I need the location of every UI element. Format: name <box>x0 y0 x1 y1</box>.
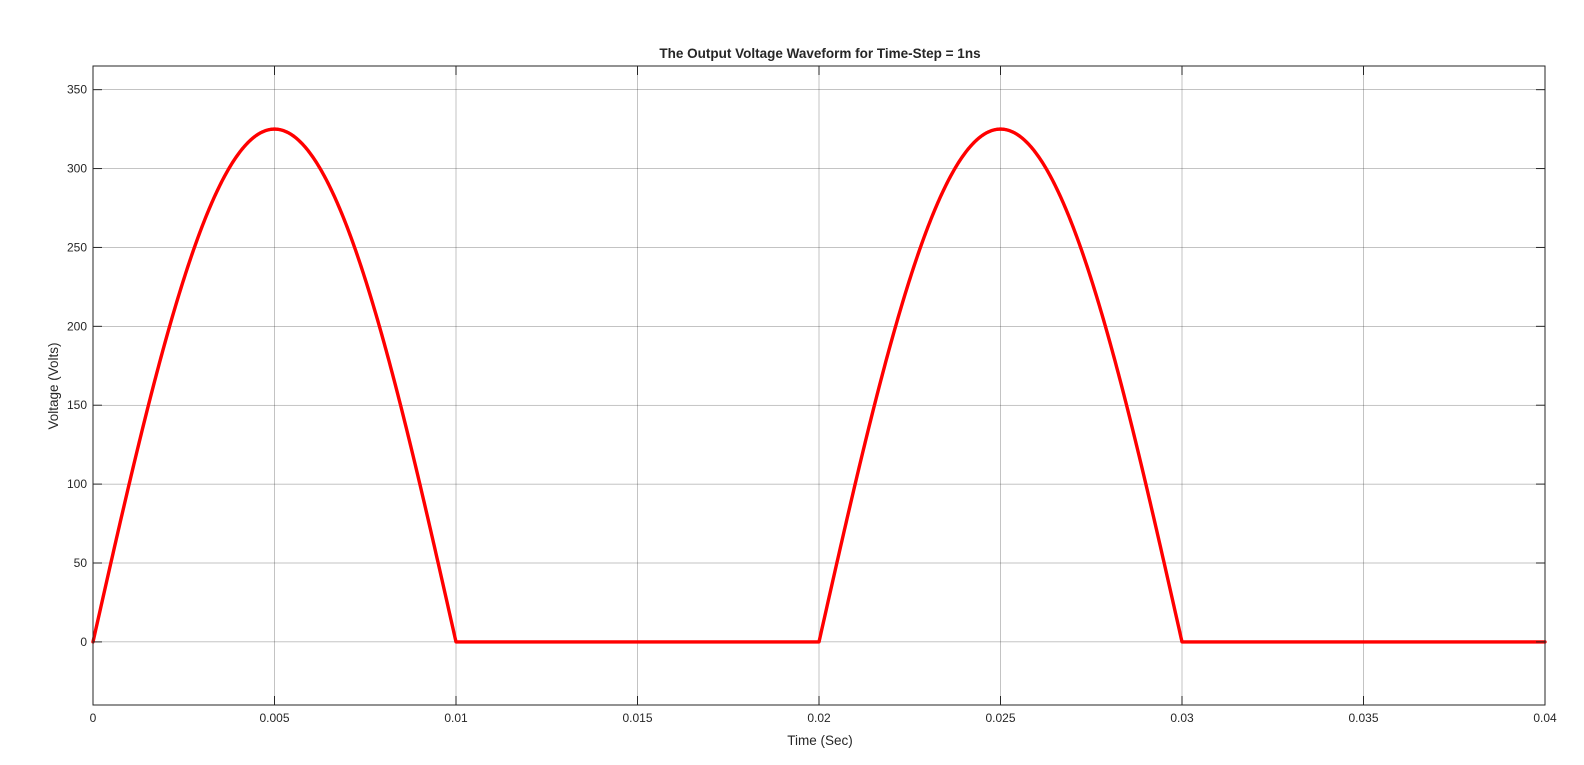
series-layer <box>91 127 1547 644</box>
x-tick-label: 0.04 <box>1533 711 1557 725</box>
y-tick-label: 250 <box>67 240 87 254</box>
y-tick-label: 100 <box>67 477 87 491</box>
y-tick-label: 300 <box>67 162 87 176</box>
y-tick-label: 0 <box>80 635 87 649</box>
ticks: 0 0.005 0.01 0.015 0.02 0.025 0.03 0.035 0.04 0 50… <box>67 66 1557 725</box>
voltage-series-line <box>91 127 1547 644</box>
y-tick-label: 200 <box>67 319 87 333</box>
x-tick-label: 0.015 <box>622 711 652 725</box>
x-tick-label: 0.025 <box>985 711 1015 725</box>
x-tick-label: 0.035 <box>1348 711 1378 725</box>
x-tick-label: 0.03 <box>1170 711 1194 725</box>
x-tick-label: 0.02 <box>807 711 831 725</box>
x-axis-label: Time (Sec) <box>787 733 853 748</box>
y-tick-label: 50 <box>74 556 88 570</box>
y-tick-label: 350 <box>67 83 87 97</box>
x-tick-label: 0.01 <box>444 711 468 725</box>
y-axis-label: Voltage (Volts) <box>46 342 61 429</box>
x-tick-label: 0 <box>90 711 97 725</box>
x-tick-label: 0.005 <box>259 711 289 725</box>
chart-title: The Output Voltage Waveform for Time-Ste… <box>659 46 980 61</box>
y-tick-label: 150 <box>67 398 87 412</box>
